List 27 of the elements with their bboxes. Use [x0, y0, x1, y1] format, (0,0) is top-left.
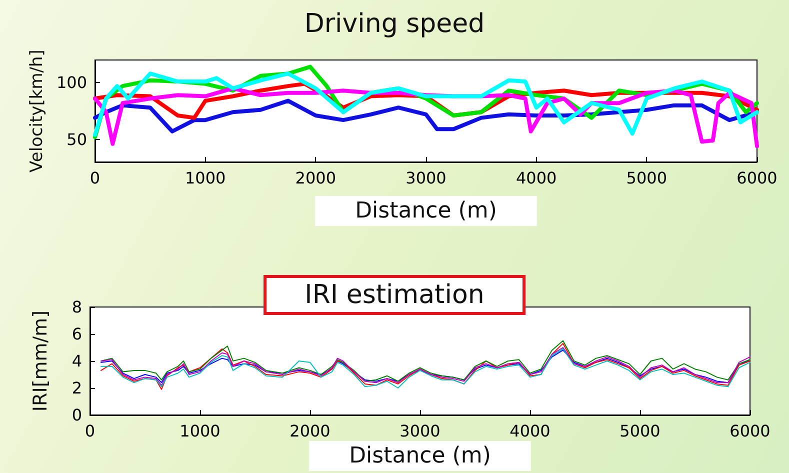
- x-tick-label: 4000: [510, 422, 550, 440]
- x-tick-label: 5000: [626, 168, 668, 188]
- y-axis-title: IRI[mm/m]: [30, 310, 52, 412]
- y-tick-label: 4: [72, 352, 82, 370]
- line-series: [100, 340, 750, 382]
- chart-title: Driving speed: [304, 9, 485, 39]
- x-tick-label: 6000: [730, 422, 770, 440]
- y-tick-label: 6: [72, 324, 82, 344]
- x-tick-label: 0: [90, 168, 100, 188]
- x-tick-label: 1000: [184, 168, 226, 188]
- y-tick-label: 100: [56, 73, 87, 92]
- x-tick-label: 2000: [295, 168, 336, 188]
- x-tick-label: 4000: [516, 168, 557, 188]
- y-axis-title: Velocity[km/h]: [27, 50, 48, 172]
- x-tick-label: 5000: [620, 422, 660, 440]
- x-axis-title: Distance (m): [355, 198, 497, 224]
- y-tick-label: 0: [72, 406, 82, 424]
- x-axis-title: Distance (m): [349, 444, 491, 468]
- x-tick-label: 3000: [406, 168, 446, 188]
- x-tick-label: 2000: [290, 422, 330, 440]
- x-tick-label: 6000: [736, 168, 778, 188]
- x-tick-label: 3000: [400, 422, 440, 440]
- y-tick-label: 8: [72, 298, 82, 316]
- chart-title: IRI estimation: [304, 280, 484, 310]
- x-tick-label: 1000: [180, 422, 220, 440]
- y-tick-label: 50: [66, 130, 87, 149]
- y-tick-label: 2: [72, 378, 82, 398]
